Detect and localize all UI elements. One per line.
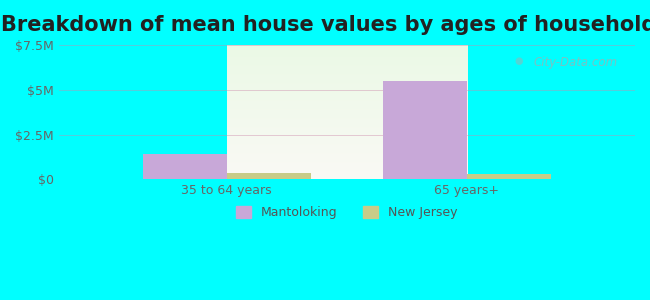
Title: Breakdown of mean house values by ages of householders: Breakdown of mean house values by ages o… (1, 15, 650, 35)
Legend: Mantoloking, New Jersey: Mantoloking, New Jersey (231, 201, 462, 224)
Bar (383, 81, 467, 179)
Bar (142, 154, 227, 179)
Bar (227, 173, 311, 179)
Text: City-Data.com: City-Data.com (534, 56, 618, 69)
Bar (467, 174, 551, 179)
Text: ●: ● (514, 56, 523, 66)
